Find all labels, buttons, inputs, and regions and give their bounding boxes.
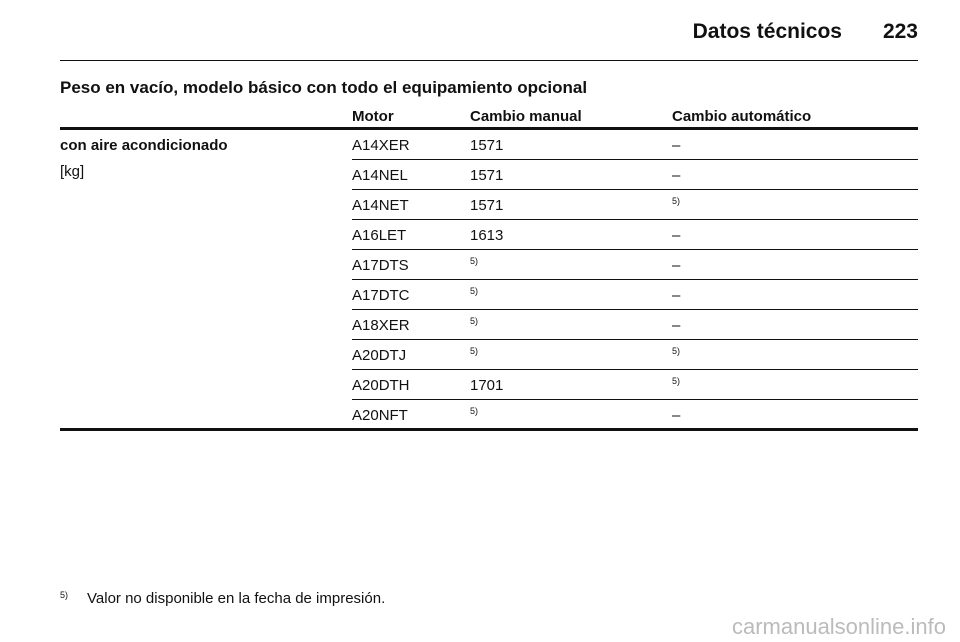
cell: –	[672, 407, 681, 424]
row-rule	[352, 249, 918, 250]
row-rule	[352, 219, 918, 220]
row-rule	[352, 339, 918, 340]
cell: –	[672, 137, 681, 154]
cell: A18XER	[352, 317, 410, 334]
table-bottom-rule	[60, 428, 918, 431]
cell: –	[672, 227, 681, 244]
column-header: Cambio manual	[470, 108, 582, 125]
row-rule	[352, 159, 918, 160]
footnote-ref: 5)	[470, 406, 479, 416]
cell: A14XER	[352, 137, 410, 154]
row-rule	[352, 369, 918, 370]
header-title: Datos técnicos	[692, 20, 842, 43]
cell: –	[672, 317, 681, 334]
footnote-ref: 5)	[470, 346, 479, 356]
cell: 1571	[470, 197, 504, 214]
cell: –	[672, 287, 681, 304]
table-top-rule	[60, 127, 918, 130]
footnote-ref: 5)	[470, 256, 479, 266]
cell: A17DTS	[352, 257, 409, 274]
footnote-text: Valor no disponible en la fecha de impre…	[87, 590, 386, 607]
cell: 1613	[470, 227, 504, 244]
footnote-ref: 5)	[470, 316, 479, 326]
row-rule	[352, 399, 918, 400]
page-number: 223	[882, 20, 918, 43]
cell: –	[672, 167, 681, 184]
row-rule	[352, 309, 918, 310]
footnote-ref: 5)	[672, 196, 681, 206]
cell: 1571	[470, 137, 504, 154]
unit: [kg]	[60, 163, 85, 180]
footnote-mark: 5)	[60, 590, 69, 600]
row-rule	[352, 279, 918, 280]
watermark: carmanualsonline.info	[731, 614, 946, 639]
cell: 1571	[470, 167, 504, 184]
section-title: Peso en vacío, modelo básico con todo el…	[60, 78, 588, 97]
cell: A16LET	[352, 227, 407, 244]
row-rule	[352, 189, 918, 190]
cell: 1701	[470, 377, 504, 394]
row-label: con aire acondicionado	[60, 137, 228, 154]
footnote-ref: 5)	[672, 376, 681, 386]
cell: A17DTC	[352, 287, 410, 304]
column-header: Cambio automático	[672, 108, 812, 125]
cell: A14NEL	[352, 167, 408, 184]
cell: –	[672, 257, 681, 274]
cell: A20NFT	[352, 407, 408, 424]
footnote-ref: 5)	[672, 346, 681, 356]
cell: A20DTJ	[352, 347, 407, 364]
cell: A20DTH	[352, 377, 410, 394]
header-rule	[60, 60, 918, 61]
cell: A14NET	[352, 197, 409, 214]
footnote-ref: 5)	[470, 286, 479, 296]
column-header: Motor	[352, 108, 394, 125]
